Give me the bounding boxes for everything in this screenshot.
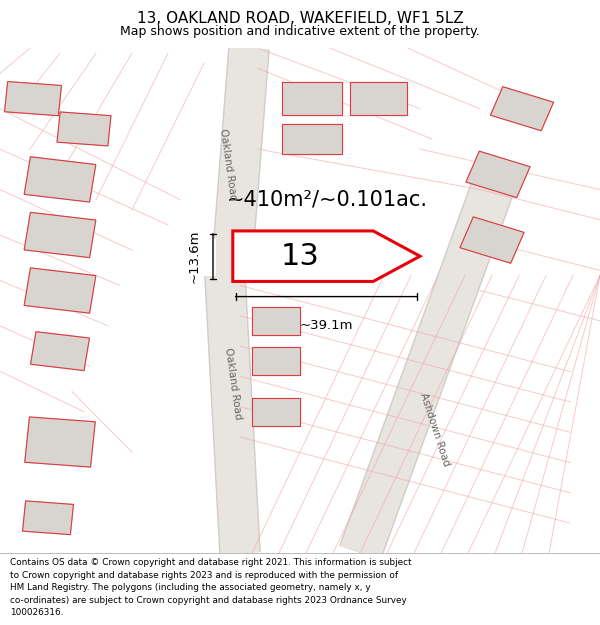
Bar (282, 82, 342, 115)
Bar (24, 157, 96, 202)
Text: 13, OAKLAND ROAD, WAKEFIELD, WF1 5LZ: 13, OAKLAND ROAD, WAKEFIELD, WF1 5LZ (137, 11, 463, 26)
Bar (5, 81, 61, 116)
Text: co-ordinates) are subject to Crown copyright and database rights 2023 Ordnance S: co-ordinates) are subject to Crown copyr… (10, 596, 407, 605)
Bar (252, 348, 300, 375)
Bar (252, 398, 300, 426)
Bar (31, 332, 89, 371)
Text: Ashdown Road: Ashdown Road (418, 391, 452, 468)
Text: ~39.1m: ~39.1m (299, 319, 353, 332)
Bar (490, 87, 554, 131)
Bar (252, 307, 300, 335)
Bar (282, 124, 342, 154)
Bar (252, 307, 300, 335)
Text: to Crown copyright and database rights 2023 and is reproduced with the permissio: to Crown copyright and database rights 2… (10, 571, 398, 580)
Bar (252, 307, 300, 335)
Bar (24, 268, 96, 313)
Text: 100026316.: 100026316. (10, 609, 64, 618)
Bar (460, 217, 524, 263)
Bar (466, 151, 530, 198)
Bar (23, 501, 73, 534)
Bar (5, 81, 61, 116)
Bar (57, 112, 111, 146)
Bar (466, 151, 530, 198)
Bar (24, 268, 96, 313)
Polygon shape (233, 231, 420, 281)
Bar (25, 417, 95, 467)
Text: Oakland Road: Oakland Road (223, 348, 243, 421)
Bar (460, 217, 524, 263)
Bar (24, 157, 96, 202)
Bar (252, 398, 300, 426)
Text: ~13.6m: ~13.6m (188, 229, 201, 283)
Bar (24, 213, 96, 258)
Bar (282, 82, 342, 115)
Bar (252, 348, 300, 375)
Bar (24, 213, 96, 258)
Bar (24, 157, 96, 202)
Bar (282, 82, 342, 115)
Bar (466, 151, 530, 198)
Bar (282, 124, 342, 154)
Bar (25, 417, 95, 467)
Text: HM Land Registry. The polygons (including the associated geometry, namely x, y: HM Land Registry. The polygons (includin… (10, 583, 371, 592)
Bar (57, 112, 111, 146)
Bar (24, 268, 96, 313)
Bar (24, 213, 96, 258)
Bar (460, 217, 524, 263)
Bar (23, 501, 73, 534)
Bar (5, 81, 61, 116)
Text: Map shows position and indicative extent of the property.: Map shows position and indicative extent… (120, 24, 480, 38)
Text: Oakland Road: Oakland Road (218, 127, 238, 201)
Bar (349, 82, 407, 115)
Bar (25, 417, 95, 467)
Text: ~410m²/~0.101ac.: ~410m²/~0.101ac. (227, 189, 427, 209)
Bar (31, 332, 89, 371)
Bar (252, 348, 300, 375)
Text: 13: 13 (281, 242, 319, 271)
Bar (349, 82, 407, 115)
Bar (490, 87, 554, 131)
Bar (57, 112, 111, 146)
Text: Contains OS data © Crown copyright and database right 2021. This information is : Contains OS data © Crown copyright and d… (10, 558, 412, 567)
Bar (31, 332, 89, 371)
Bar (490, 87, 554, 131)
Bar (282, 124, 342, 154)
Bar (252, 398, 300, 426)
Bar (216, 225, 252, 276)
Bar (349, 82, 407, 115)
Bar (23, 501, 73, 534)
